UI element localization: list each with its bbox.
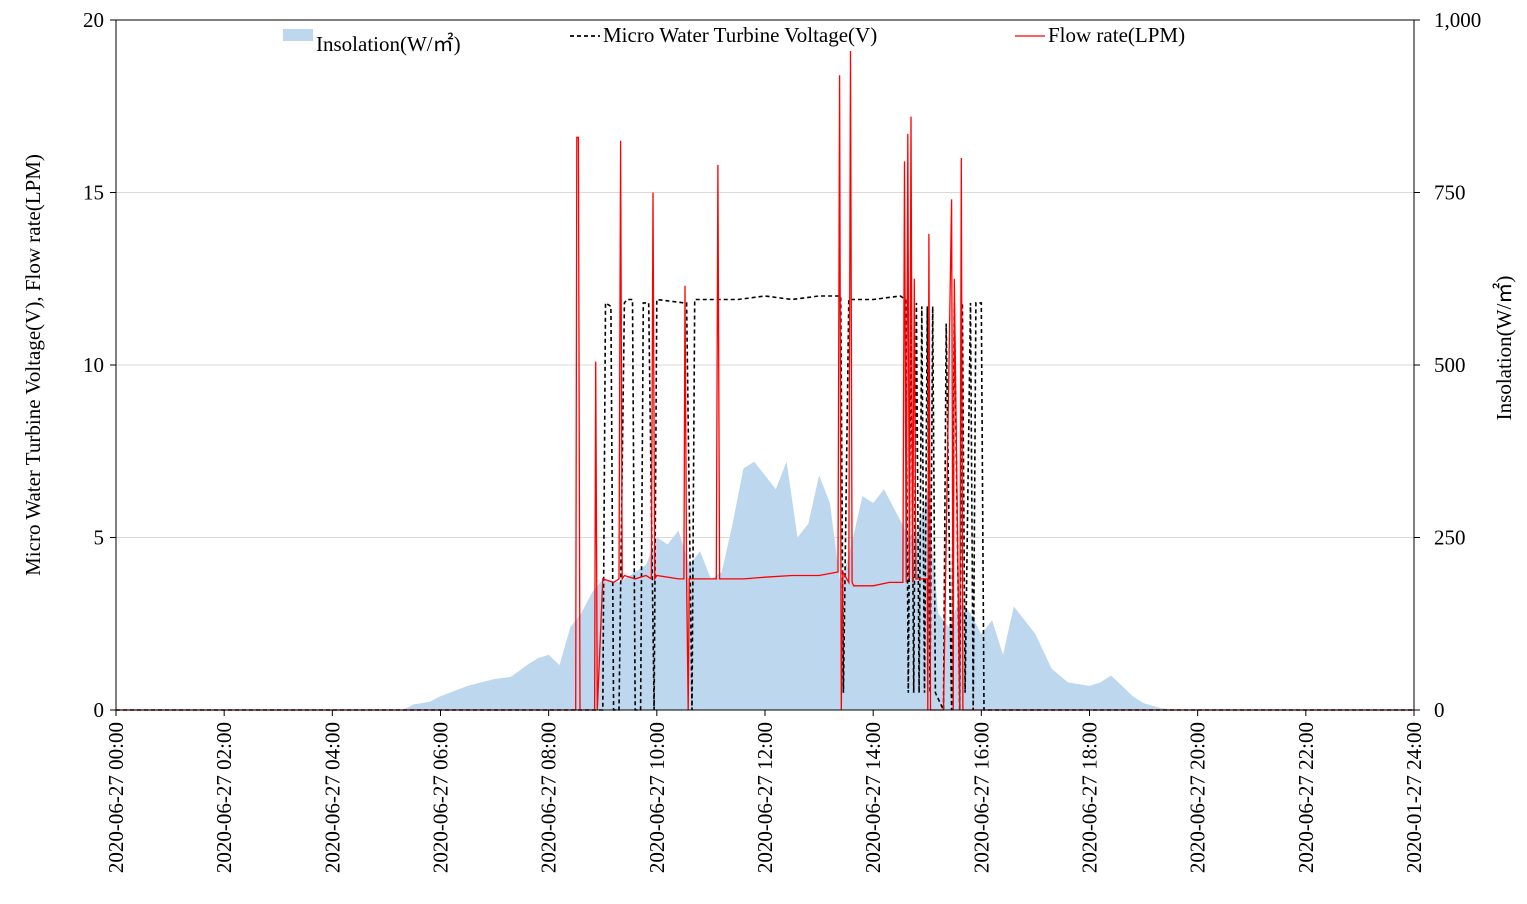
x-tick-label: 2020-06-27 06:00 xyxy=(429,722,453,873)
x-tick-label: 2020-06-27 18:00 xyxy=(1078,722,1102,873)
x-tick-label: 2020-06-27 20:00 xyxy=(1186,722,1210,873)
plot-frame xyxy=(115,19,1415,711)
x-tick-label: 2020-06-27 00:00 xyxy=(104,722,128,873)
x-tick-label: 2020-06-27 10:00 xyxy=(645,722,669,873)
legend-label-insolation: Insolation(W/㎡) xyxy=(316,32,461,56)
legend-label-voltage: Micro Water Turbine Voltage(V) xyxy=(603,23,877,47)
x-tick-label: 2020-06-27 08:00 xyxy=(537,722,561,873)
x-tick-label: 2020-06-27 12:00 xyxy=(753,722,777,873)
insolation-area xyxy=(116,461,1414,710)
left-tick-label: 20 xyxy=(83,8,104,32)
x-tick-label: 2020-01-27 24:00 xyxy=(1402,722,1426,873)
x-tick-label: 2020-06-27 16:00 xyxy=(969,722,993,873)
x-tick-label: 2020-06-27 02:00 xyxy=(212,722,236,873)
right-tick-label: 0 xyxy=(1434,698,1445,722)
axes: 0 5 10 15 20 0 250 500 750 1,000 2020-06-27 00:00 2… xyxy=(83,8,1481,873)
right-tick-label: 1,000 xyxy=(1434,8,1481,32)
left-y-axis-label: Micro Water Turbine Voltage(V), Flow rat… xyxy=(21,154,45,576)
x-tick-label: 2020-06-27 22:00 xyxy=(1294,722,1318,873)
x-tick-label: 2020-06-27 14:00 xyxy=(861,722,885,873)
right-y-axis-label: Insolation(W/㎡) xyxy=(1492,276,1516,421)
legend-swatch-insolation xyxy=(283,29,313,41)
x-tick-label: 2020-06-27 04:00 xyxy=(320,722,344,873)
insolation-area-group xyxy=(116,461,1414,710)
left-tick-label: 15 xyxy=(83,181,104,205)
left-tick-label: 0 xyxy=(94,698,105,722)
right-tick-label: 500 xyxy=(1434,353,1466,377)
legend-label-flow: Flow rate(LPM) xyxy=(1048,23,1185,47)
left-tick-label: 5 xyxy=(94,526,105,550)
legend: Insolation(W/㎡) Micro Water Turbine Volt… xyxy=(283,23,1185,56)
right-tick-label: 250 xyxy=(1434,526,1466,550)
left-tick-label: 10 xyxy=(83,353,104,377)
right-tick-label: 750 xyxy=(1434,181,1466,205)
